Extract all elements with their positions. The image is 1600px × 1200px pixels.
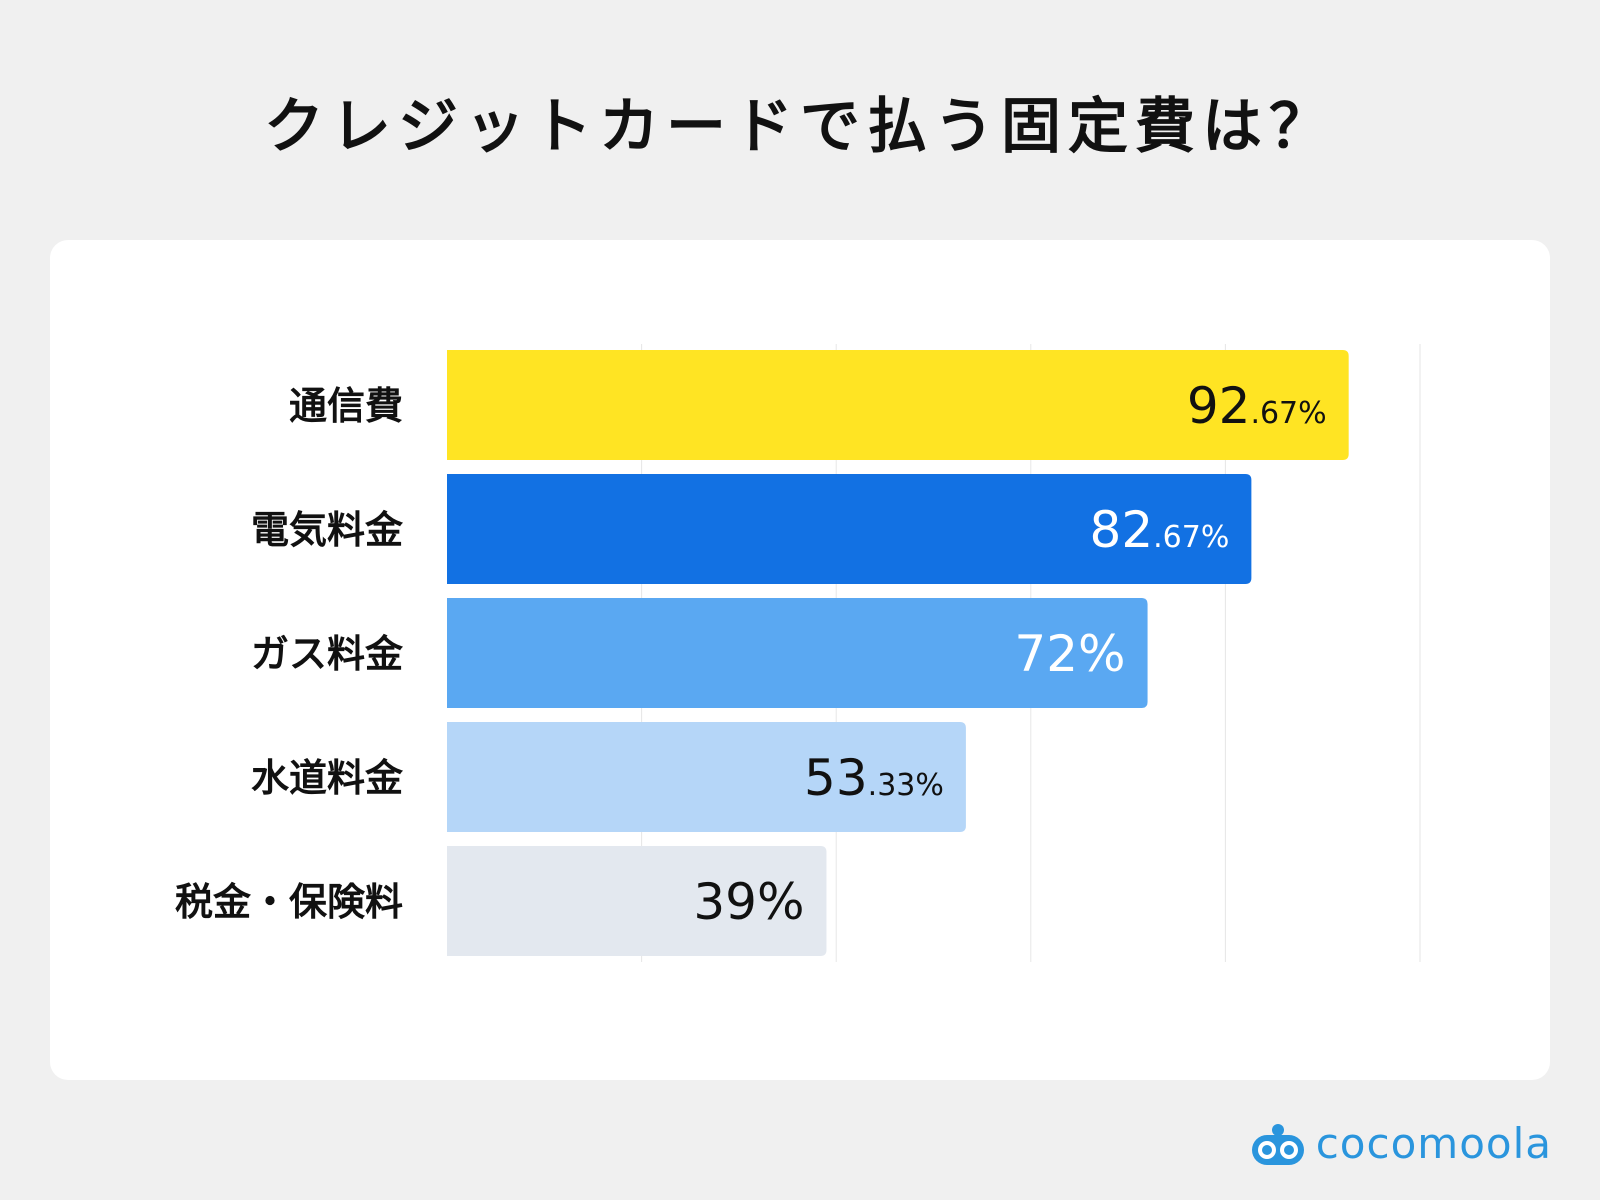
bar-chart: 通信費 92.67% 電気料金 82.67% ガス料金 72% 水道料金 53.33% 税金・保… (175, 344, 1421, 962)
bar (447, 350, 1349, 460)
value-label: 39% (693, 873, 804, 931)
chart-title: クレジットカードで払う固定費は？ (264, 92, 1336, 162)
category-label: 税金・保険料 (175, 880, 403, 924)
bar (447, 474, 1252, 584)
category-label: 通信費 (289, 384, 403, 428)
value-label: 53.33% (804, 749, 944, 807)
value-label: 72% (1014, 625, 1125, 683)
category-label: 電気料金 (251, 508, 404, 552)
value-label: 82.67% (1090, 501, 1230, 559)
chart-card: 通信費 92.67% 電気料金 82.67% ガス料金 72% 水道料金 53.33% 税金・保… (50, 240, 1550, 1080)
bar (447, 598, 1148, 708)
cocomoola-logo-icon (1251, 1124, 1304, 1165)
brand-logo: cocomoola (1250, 1120, 1552, 1168)
category-label: 水道料金 (251, 756, 404, 800)
bar (447, 846, 827, 956)
bar (447, 722, 966, 832)
value-label: 92.67% (1187, 377, 1327, 435)
logo-text: cocomoola (1315, 1119, 1552, 1168)
category-label: ガス料金 (251, 632, 404, 676)
